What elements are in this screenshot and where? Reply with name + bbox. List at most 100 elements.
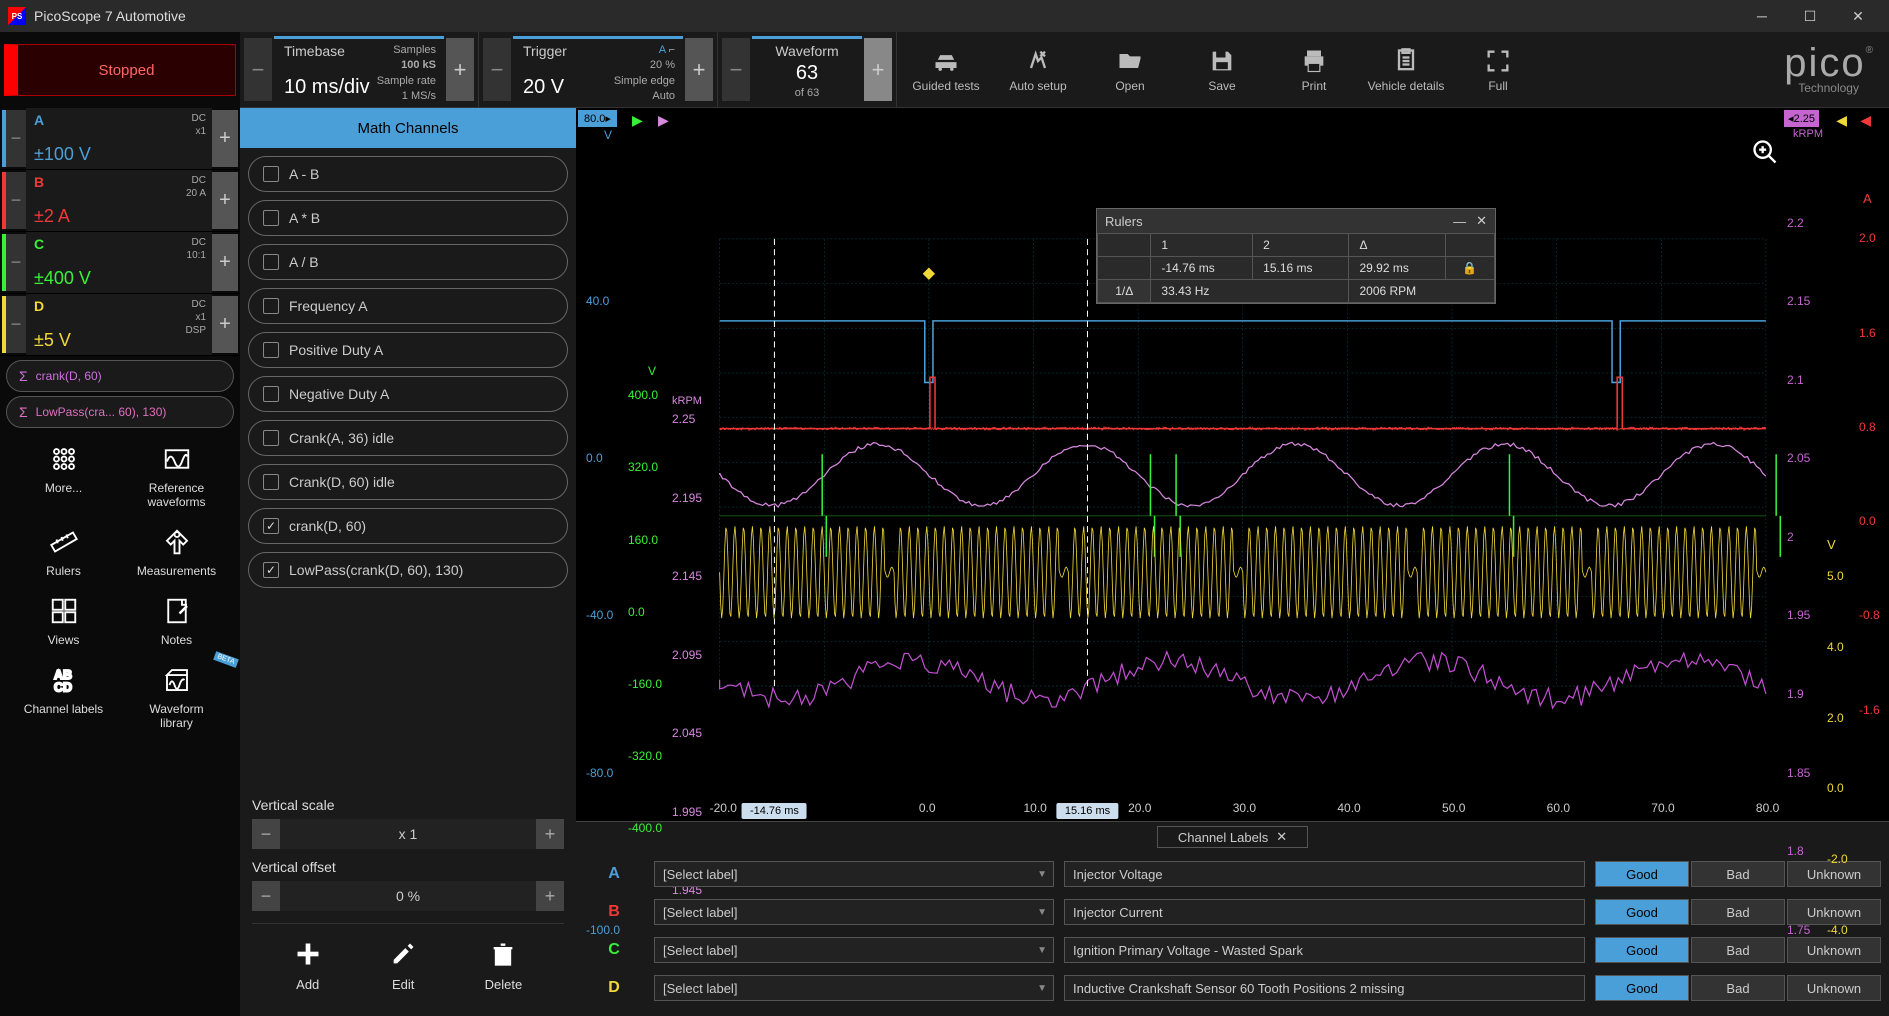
auto-setup-button[interactable]: Auto setup [993,32,1083,107]
math-item-5[interactable]: Negative Duty A [248,376,568,412]
channel-c-minus[interactable]: − [2,234,26,291]
checkbox-icon[interactable] [263,210,279,226]
channel-b-minus[interactable]: − [2,172,26,229]
rulers-close[interactable]: ✕ [1476,213,1487,229]
channel-a-minus[interactable]: − [2,110,26,167]
channel-b-plus[interactable]: + [212,172,238,229]
rulers-popup[interactable]: Rulers — ✕ 12Δ -14.76 ms15.16 ms29.92 ms… [1096,208,1496,304]
good-button[interactable]: Good [1595,899,1689,925]
channel-d-body[interactable]: D±5 VDCx1DSP [26,294,212,355]
rulers-button[interactable]: Rulers [8,519,119,586]
checkbox-icon[interactable] [263,430,279,446]
ruler-badge[interactable]: 15.16 ms [1057,803,1118,819]
graph-area[interactable]: 80.0▸ ▶ ▶ ◂2.25 ◀ ◀ kRPM Rulers — ✕ 12Δ … [576,108,1889,821]
checkbox-icon[interactable] [263,298,279,314]
checkbox-icon[interactable] [263,474,279,490]
unknown-button[interactable]: Unknown [1787,975,1881,1001]
waveform-library-button[interactable]: Waveform library [121,657,232,738]
pink-marker[interactable]: ▶ [658,112,669,129]
math-item-6[interactable]: Crank(A, 36) idle [248,420,568,456]
notes-button[interactable]: Notes [121,588,232,655]
channel-a-body[interactable]: A±100 VDCx1 [26,108,212,169]
good-button[interactable]: Good [1595,861,1689,887]
math-item-0[interactable]: A - B [248,156,568,192]
ruler-badge[interactable]: -14.76 ms [742,803,807,819]
voffset-minus[interactable]: − [252,881,280,911]
channel-labels-button[interactable]: ABCDChannel labels [8,657,119,738]
good-button[interactable]: Good [1595,937,1689,963]
unknown-button[interactable]: Unknown [1787,937,1881,963]
print-button[interactable]: Print [1269,32,1359,107]
full-button[interactable]: Full [1453,32,1543,107]
voffset-plus[interactable]: + [536,881,564,911]
channel-c-body[interactable]: C±400 VDC10:1 [26,232,212,293]
views-button[interactable]: Views [8,588,119,655]
math-chip-1[interactable]: ΣLowPass(cra... 60), 130) [6,396,234,428]
checkbox-icon[interactable] [263,518,279,534]
bad-button[interactable]: Bad [1691,975,1785,1001]
label-description[interactable]: Injector Voltage [1064,861,1585,887]
voffset-value[interactable]: 0 % [280,881,536,911]
open-button[interactable]: Open [1085,32,1175,107]
label-select[interactable]: [Select label] [654,937,1054,963]
label-select[interactable]: [Select label] [654,861,1054,887]
delete-button[interactable]: Delete [485,940,523,992]
save-button[interactable]: Save [1177,32,1267,107]
channel-a-plus[interactable]: + [212,110,238,167]
add-button[interactable]: Add [294,940,322,992]
checkbox-icon[interactable] [263,386,279,402]
vehicle-details-button[interactable]: Vehicle details [1361,32,1451,107]
math-item-2[interactable]: A / B [248,244,568,280]
label-description[interactable]: Inductive Crankshaft Sensor 60 Tooth Pos… [1064,975,1585,1001]
checkbox-icon[interactable] [263,166,279,182]
vscale-minus[interactable]: − [252,819,280,849]
left-axis-badge[interactable]: 80.0▸ [578,110,617,127]
math-item-3[interactable]: Frequency A [248,288,568,324]
math-item-8[interactable]: crank(D, 60) [248,508,568,544]
more-button[interactable]: More... [8,436,119,517]
reference-waveforms-button[interactable]: Reference waveforms [121,436,232,517]
math-item-7[interactable]: Crank(D, 60) idle [248,464,568,500]
timebase-plus[interactable]: + [446,38,474,101]
rulers-minimize[interactable]: — [1453,214,1466,229]
channel-d-minus[interactable]: − [2,296,26,353]
close-button[interactable]: ✕ [1835,2,1881,30]
checkbox-icon[interactable] [263,562,279,578]
channel-d-plus[interactable]: + [212,296,238,353]
guided-tests-button[interactable]: Guided tests [901,32,991,107]
channel-c-plus[interactable]: + [212,234,238,291]
waveform-prev[interactable]: − [722,38,750,101]
edit-button[interactable]: Edit [389,940,417,992]
measurements-button[interactable]: Measurements [121,519,232,586]
checkbox-icon[interactable] [263,342,279,358]
bad-button[interactable]: Bad [1691,861,1785,887]
trigger-minus[interactable]: − [483,38,511,101]
label-select[interactable]: [Select label] [654,975,1054,1001]
waveform-next[interactable]: + [864,38,892,101]
channel-labels-tab[interactable]: Channel Labels✕ [1157,826,1308,848]
label-description[interactable]: Injector Current [1064,899,1585,925]
math-chip-0[interactable]: Σcrank(D, 60) [6,360,234,392]
minimize-button[interactable]: ─ [1739,2,1785,30]
run-stop-button[interactable]: Stopped [4,44,236,96]
green-marker[interactable]: ▶ [632,112,643,129]
close-icon[interactable]: ✕ [1276,829,1287,845]
math-item-4[interactable]: Positive Duty A [248,332,568,368]
good-button[interactable]: Good [1595,975,1689,1001]
math-item-1[interactable]: A * B [248,200,568,236]
timebase-minus[interactable]: − [244,38,272,101]
vscale-value[interactable]: x 1 [280,819,536,849]
unknown-button[interactable]: Unknown [1787,899,1881,925]
zoom-icon[interactable] [1751,138,1779,169]
channel-b-body[interactable]: B±2 ADC20 A [26,170,212,231]
vscale-plus[interactable]: + [536,819,564,849]
checkbox-icon[interactable] [263,254,279,270]
bad-button[interactable]: Bad [1691,899,1785,925]
label-description[interactable]: Ignition Primary Voltage - Wasted Spark [1064,937,1585,963]
maximize-button[interactable]: ☐ [1787,2,1833,30]
measurements-icon [162,527,192,560]
math-item-9[interactable]: LowPass(crank(D, 60), 130) [248,552,568,588]
bad-button[interactable]: Bad [1691,937,1785,963]
label-select[interactable]: [Select label] [654,899,1054,925]
trigger-plus[interactable]: + [685,38,713,101]
